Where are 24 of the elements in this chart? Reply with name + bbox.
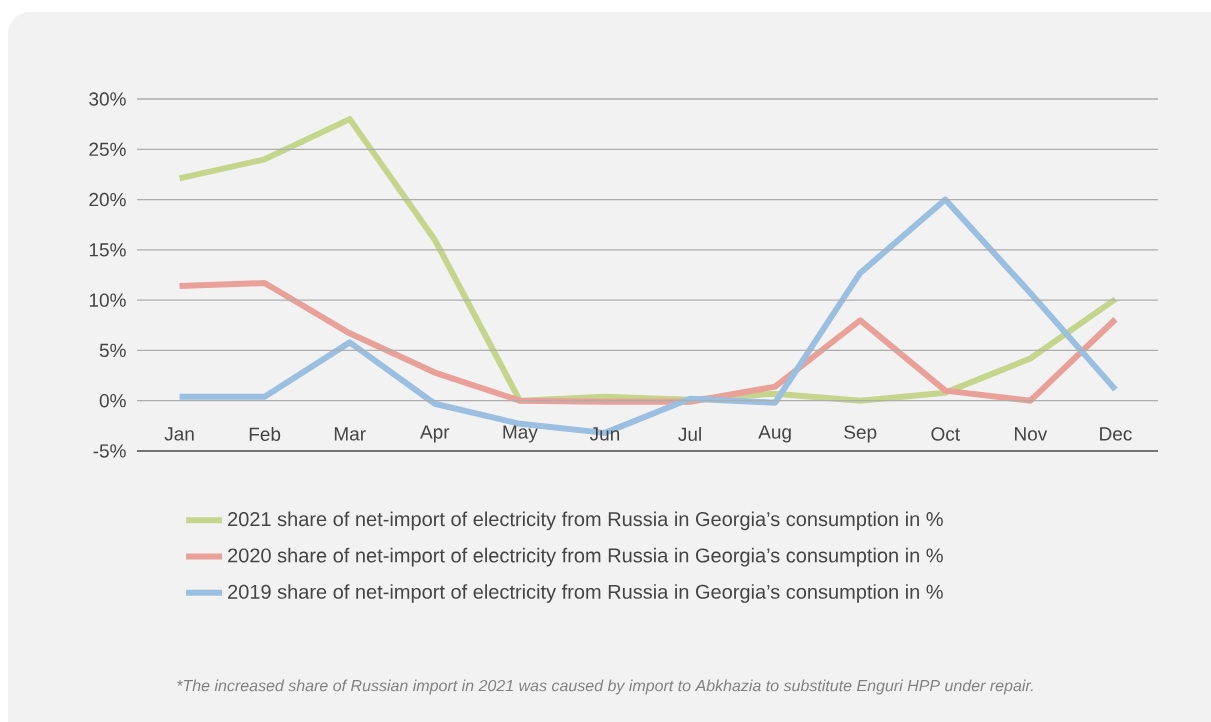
y-tick-label: 20% bbox=[89, 192, 126, 207]
legend-label: 2020 share of net-import of electricity from Russia in Georgia’s consumption in % bbox=[228, 547, 943, 567]
x-tick-label: Oct bbox=[931, 427, 960, 441]
x-tick-label: Apr bbox=[420, 425, 450, 443]
x-tick-label: Jun bbox=[589, 427, 620, 441]
y-tick-label: 0% bbox=[99, 393, 126, 408]
x-tick-label: Aug bbox=[758, 425, 791, 443]
x-tick-label: Mar bbox=[334, 427, 366, 441]
y-tick-label: -5% bbox=[93, 444, 126, 458]
legend-label: 2021 share of net-import of electricity from Russia in Georgia’s consumption in % bbox=[228, 511, 943, 531]
y-tick-label: 30% bbox=[89, 92, 126, 106]
x-tick-label: May bbox=[503, 425, 538, 443]
x-tick-label: Sep bbox=[844, 425, 877, 443]
x-tick-label: Jul bbox=[678, 427, 701, 441]
x-tick-label: Nov bbox=[1015, 427, 1048, 441]
legend-label: 2019 share of net-import of electricity from Russia in Georgia’s consumption in % bbox=[228, 584, 943, 603]
x-tick-label: Jan bbox=[164, 427, 194, 441]
x-tick-label: Dec bbox=[1100, 427, 1132, 441]
y-tick-label: 15% bbox=[89, 243, 126, 257]
y-tick-label: 5% bbox=[99, 343, 126, 358]
text: *The increased share of Russian import in 2021 was caused by import to Abkhazia to substitute Enguri HPP under repair. bbox=[177, 679, 1033, 695]
y-tick-label: 10% bbox=[89, 293, 126, 307]
y-tick-label: 25% bbox=[89, 142, 126, 157]
x-tick-label: Feb bbox=[249, 427, 281, 441]
